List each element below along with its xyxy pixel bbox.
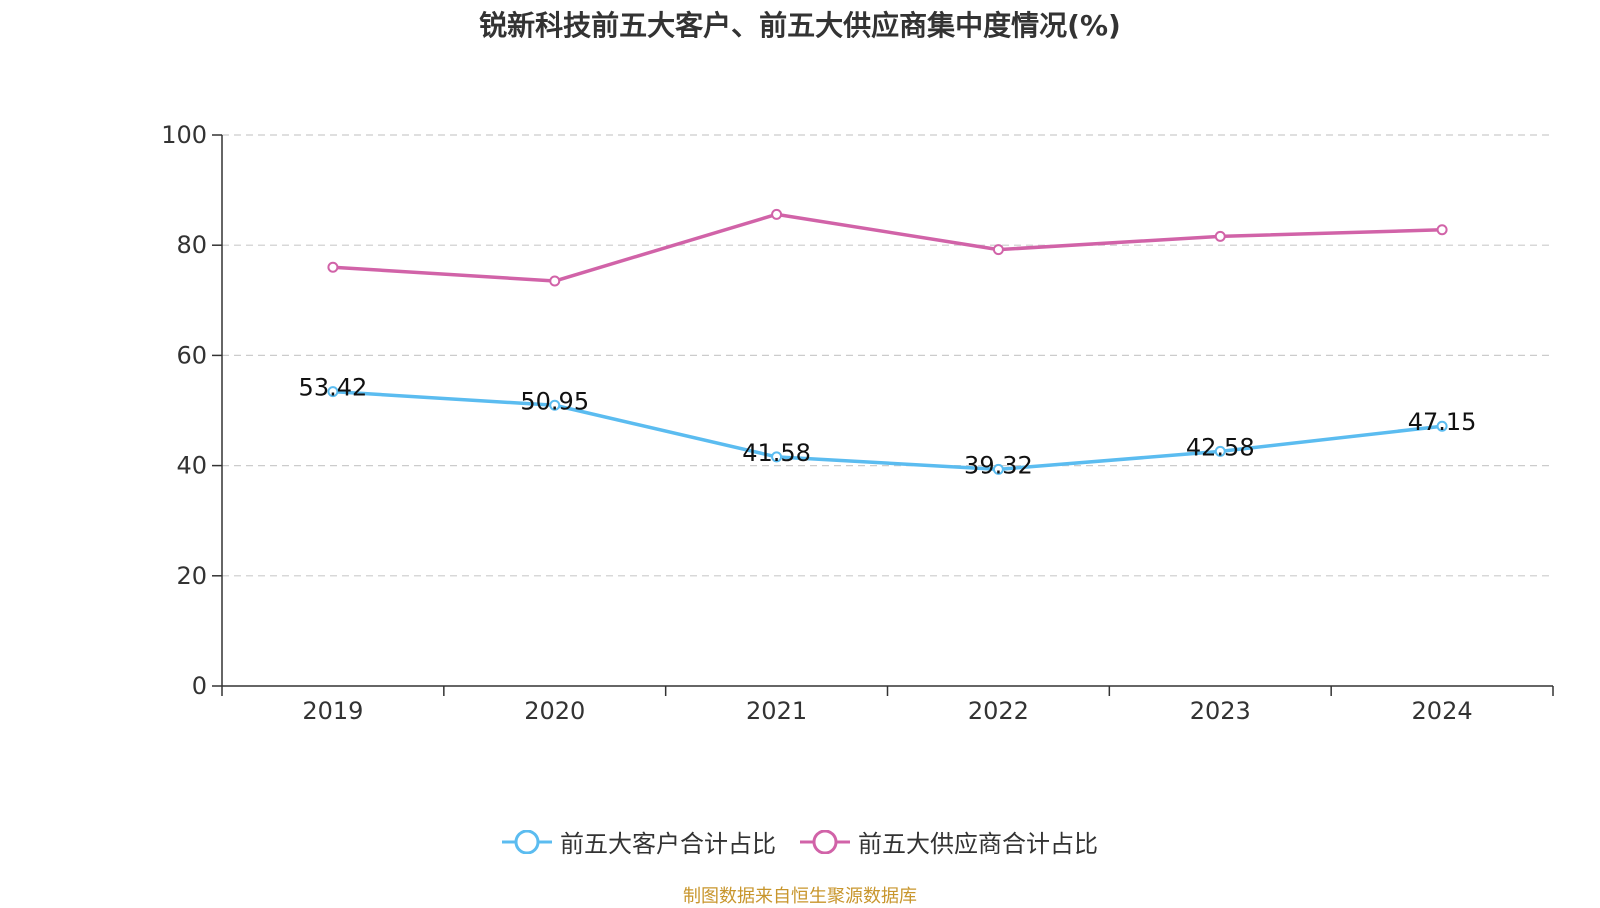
data-point-suppliers [1214,230,1226,242]
data-point-suppliers [771,208,783,220]
data-point-customers [771,451,783,463]
legend-line-circle-icon [502,829,552,854]
y-tick-label: 0 [192,672,207,700]
series-line-customers [332,389,1443,472]
x-tick-label: 2023 [1190,697,1251,725]
legend-line-circle-icon [800,829,850,854]
legend-item-suppliers[interactable]: 前五大供应商合计占比 [800,824,1098,859]
y-tick-label: 100 [161,121,207,149]
data-point-customers [1436,420,1448,432]
x-tick-label: 2022 [968,697,1029,725]
data-label-customers: 39.32 [964,451,1033,479]
legend-item-customers[interactable]: 前五大客户合计占比 [502,824,776,859]
chart-title: 锐新科技前五大客户、前五大供应商集中度情况(%) [479,9,1121,42]
data-label-customers: 42.58 [1186,433,1255,461]
data-point-customers [1214,445,1226,457]
x-tick-label: 2024 [1412,697,1473,725]
series-line-suppliers [332,212,1443,283]
data-point-customers [992,463,1004,475]
data-point-customers [327,386,339,398]
legend: 前五大客户合计占比 前五大供应商合计占比 [0,824,1600,859]
data-point-customers [549,399,561,411]
x-tick-label: 2020 [524,697,585,725]
source-note: 制图数据来自恒生聚源数据库 [683,886,917,907]
data-point-suppliers [549,275,561,287]
data-label-customers: 47.15 [1408,408,1477,436]
x-tick-label: 2019 [302,697,363,725]
y-tick-label: 60 [176,341,207,369]
data-point-suppliers [992,244,1004,256]
data-point-suppliers [327,261,339,273]
legend-label-customers: 前五大客户合计占比 [560,830,776,858]
y-tick-label: 80 [176,231,207,259]
data-label-customers: 53.42 [299,374,368,402]
data-label-customers: 50.95 [520,387,589,415]
x-tick-label: 2021 [746,697,807,725]
legend-label-suppliers: 前五大供应商合计占比 [858,830,1098,858]
y-tick-label: 40 [176,452,207,480]
data-label-customers: 41.58 [742,439,811,467]
y-tick-label: 20 [176,562,207,590]
data-point-suppliers [1436,224,1448,236]
